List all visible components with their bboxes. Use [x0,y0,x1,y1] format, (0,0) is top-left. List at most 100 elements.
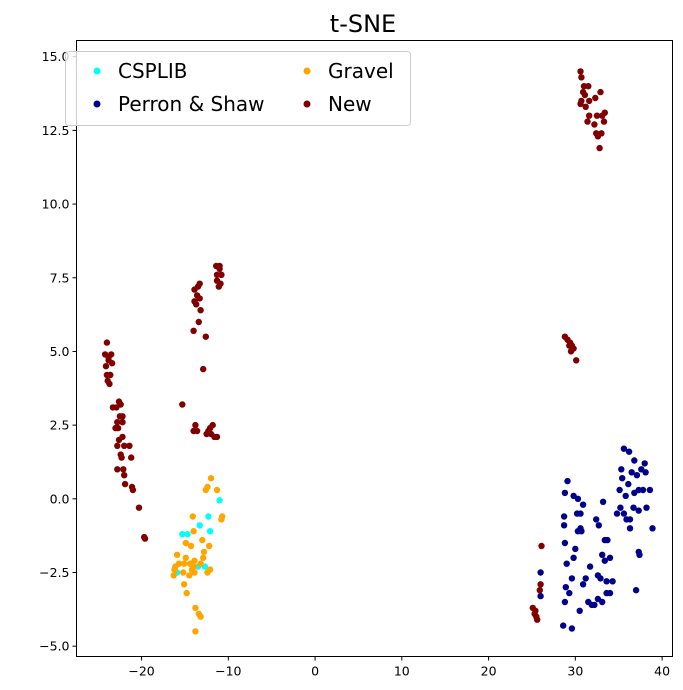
y-tick-label: 2.5 [50,418,70,433]
data-point [582,575,589,582]
data-point [197,560,204,567]
data-point [581,91,589,99]
data-point [577,525,584,532]
data-point [620,445,628,452]
y-tick-label: 15.0 [42,49,70,64]
data-point [205,513,212,520]
data-point [196,295,203,302]
data-point [215,283,222,290]
data-point [128,454,135,461]
legend-marker [303,100,311,108]
data-point [596,144,603,152]
data-point [598,130,605,137]
data-point [537,581,544,588]
data-point [649,525,656,532]
data-point [570,554,577,561]
data-point [195,318,202,326]
data-point [206,542,213,550]
data-point [599,498,607,505]
data-point [636,551,643,558]
data-point [121,480,129,488]
data-point [200,548,208,556]
data-point [597,88,604,96]
data-point [114,424,122,432]
data-point [574,495,582,502]
data-point [213,486,221,494]
data-point [603,578,610,585]
data-point [216,265,223,273]
x-tick-label: 30 [567,664,583,679]
data-point [628,469,635,476]
data-point [599,598,606,606]
data-point [180,569,187,576]
data-point [606,554,614,561]
series-gravel [170,475,226,635]
data-point [601,557,608,564]
data-point [622,492,629,500]
legend-label: New [328,92,372,116]
y-tick-label: 5.0 [50,344,70,359]
y-tick-label: −5.0 [39,639,69,654]
legend-marker [93,100,101,108]
data-point [620,510,628,517]
data-point [633,472,641,479]
data-point [613,510,621,517]
data-point [626,516,634,523]
data-point [576,607,583,614]
data-point [619,475,626,482]
data-point [584,118,591,125]
data-point [592,94,599,102]
x-tick-label: −20 [128,664,154,679]
data-point [191,298,198,305]
legend-label: Perron & Shaw [118,92,265,116]
data-point [206,566,214,573]
data-point [120,466,127,473]
data-point [638,466,645,473]
x-tick-label: 20 [481,664,497,679]
data-point [114,442,121,449]
data-point [533,613,540,620]
data-point [213,433,221,441]
legend-label: CSPLIB [118,59,187,83]
data-point [182,554,189,561]
data-point [630,504,637,511]
data-point [561,598,569,606]
data-point [593,112,601,119]
data-point [200,554,207,561]
x-axis: −20 −10 0 10 20 30 40 [128,656,670,679]
data-point [560,622,567,629]
data-point [129,486,137,494]
data-point [537,569,544,576]
data-point [191,569,198,576]
data-point [635,507,642,514]
legend: CSPLIB Perron & Shaw Gravel New [65,51,411,126]
data-point [114,466,121,473]
data-point [586,97,593,105]
data-point [116,413,124,420]
data-point [641,460,648,467]
series-perron-shaw [537,445,656,632]
legend-box [65,51,411,126]
y-tick-label: −2.5 [39,565,69,580]
legend-marker [93,67,101,75]
data-point [573,510,581,517]
data-point [563,560,570,567]
data-point [119,419,126,426]
data-point [105,357,112,364]
data-point [189,513,196,520]
data-point [187,542,195,550]
legend-label: Gravel [328,59,394,83]
data-point [216,497,223,504]
data-point [566,589,573,597]
data-point [114,419,121,426]
x-tick-label: 10 [394,664,410,679]
data-point [206,528,214,535]
y-tick-label: 7.5 [50,270,70,285]
data-point [578,74,585,81]
data-point [572,545,579,553]
data-point [180,581,188,588]
data-point [118,454,125,461]
chart-title: t-SNE [330,10,396,38]
data-point [196,522,203,529]
